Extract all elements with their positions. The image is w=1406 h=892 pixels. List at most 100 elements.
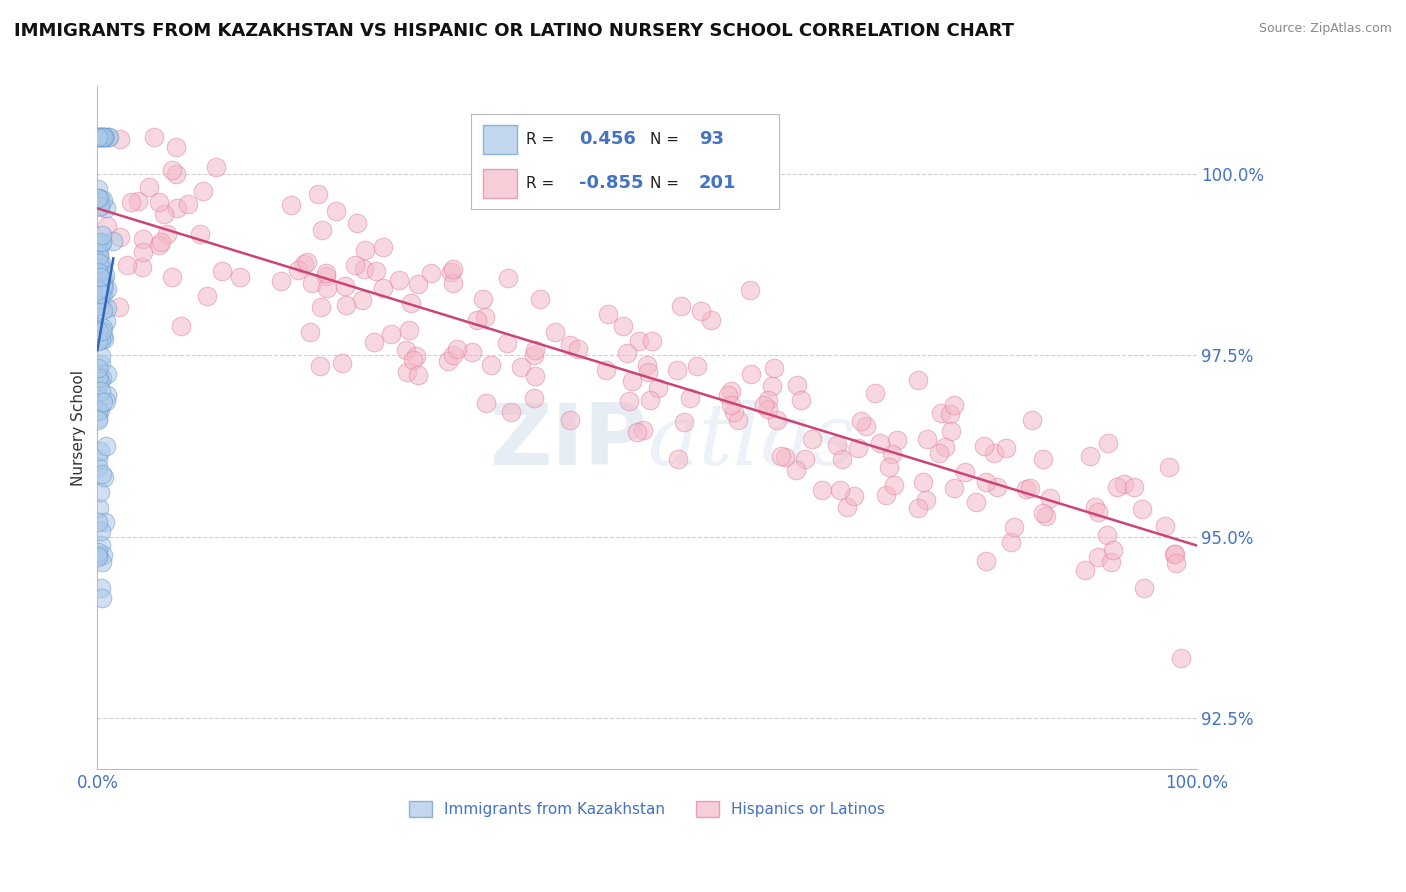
- Point: [974, 475, 997, 489]
- Point: [974, 554, 997, 568]
- Point: [855, 418, 877, 433]
- Point: [1154, 519, 1177, 533]
- Point: [87, 545, 110, 559]
- Point: [166, 201, 188, 215]
- Point: [666, 362, 689, 376]
- Point: [301, 276, 323, 290]
- Point: [96, 301, 118, 315]
- Point: [211, 264, 233, 278]
- Point: [94, 439, 117, 453]
- Point: [90, 524, 112, 538]
- Point: [148, 237, 170, 252]
- Point: [1166, 556, 1188, 570]
- Point: [89, 484, 111, 499]
- Point: [96, 282, 118, 296]
- Point: [869, 435, 891, 450]
- Point: [87, 411, 110, 425]
- Point: [402, 353, 425, 368]
- Point: [87, 460, 110, 475]
- Point: [666, 452, 689, 467]
- Point: [98, 130, 121, 145]
- Point: [93, 130, 115, 145]
- Point: [280, 198, 302, 212]
- Point: [89, 237, 111, 252]
- Point: [93, 470, 115, 484]
- Point: [754, 398, 776, 412]
- Point: [87, 260, 110, 275]
- Point: [973, 438, 995, 452]
- Point: [87, 248, 110, 262]
- Point: [437, 354, 460, 368]
- Point: [1084, 500, 1107, 515]
- Point: [205, 160, 228, 174]
- Point: [93, 281, 115, 295]
- Point: [633, 423, 655, 437]
- Point: [87, 182, 110, 196]
- Point: [1114, 477, 1136, 491]
- Point: [103, 234, 125, 248]
- Point: [89, 374, 111, 388]
- Text: ZIP: ZIP: [489, 400, 647, 483]
- Point: [529, 292, 551, 306]
- Point: [91, 324, 114, 338]
- Point: [773, 450, 796, 465]
- Point: [523, 391, 546, 405]
- Point: [96, 388, 118, 402]
- Point: [495, 335, 517, 350]
- Point: [1035, 508, 1057, 523]
- Point: [1039, 491, 1062, 505]
- Point: [567, 343, 589, 357]
- Point: [87, 235, 110, 249]
- Point: [152, 207, 174, 221]
- Point: [669, 299, 692, 313]
- Point: [1105, 480, 1128, 494]
- Point: [89, 255, 111, 269]
- Point: [638, 392, 661, 407]
- Point: [877, 459, 900, 474]
- Point: [94, 515, 117, 529]
- Point: [811, 483, 834, 497]
- Point: [315, 266, 337, 280]
- Point: [90, 193, 112, 207]
- Point: [727, 413, 749, 427]
- Point: [1002, 520, 1025, 534]
- Point: [90, 370, 112, 384]
- Point: [90, 262, 112, 277]
- Point: [1170, 651, 1192, 665]
- Point: [825, 438, 848, 452]
- Point: [1015, 482, 1038, 496]
- Point: [86, 515, 108, 529]
- Point: [91, 130, 114, 145]
- Point: [96, 219, 118, 234]
- Point: [197, 289, 219, 303]
- Point: [315, 281, 337, 295]
- Point: [886, 433, 908, 447]
- Point: [188, 227, 211, 241]
- Point: [983, 446, 1005, 460]
- Point: [790, 393, 813, 408]
- Point: [91, 549, 114, 563]
- Point: [91, 193, 114, 207]
- Point: [127, 194, 149, 208]
- Point: [474, 310, 496, 325]
- Point: [295, 255, 318, 269]
- Point: [108, 230, 131, 244]
- Point: [419, 266, 441, 280]
- Point: [761, 379, 783, 393]
- Point: [912, 475, 935, 489]
- Point: [595, 363, 617, 377]
- Point: [558, 413, 581, 427]
- Point: [380, 327, 402, 342]
- Point: [907, 501, 929, 516]
- Point: [875, 488, 897, 502]
- Point: [619, 393, 641, 408]
- Point: [373, 240, 395, 254]
- Point: [91, 591, 114, 606]
- Point: [228, 269, 250, 284]
- Point: [115, 258, 138, 272]
- Point: [523, 348, 546, 362]
- Point: [270, 274, 292, 288]
- Point: [162, 163, 184, 178]
- Point: [325, 204, 347, 219]
- Point: [131, 232, 153, 246]
